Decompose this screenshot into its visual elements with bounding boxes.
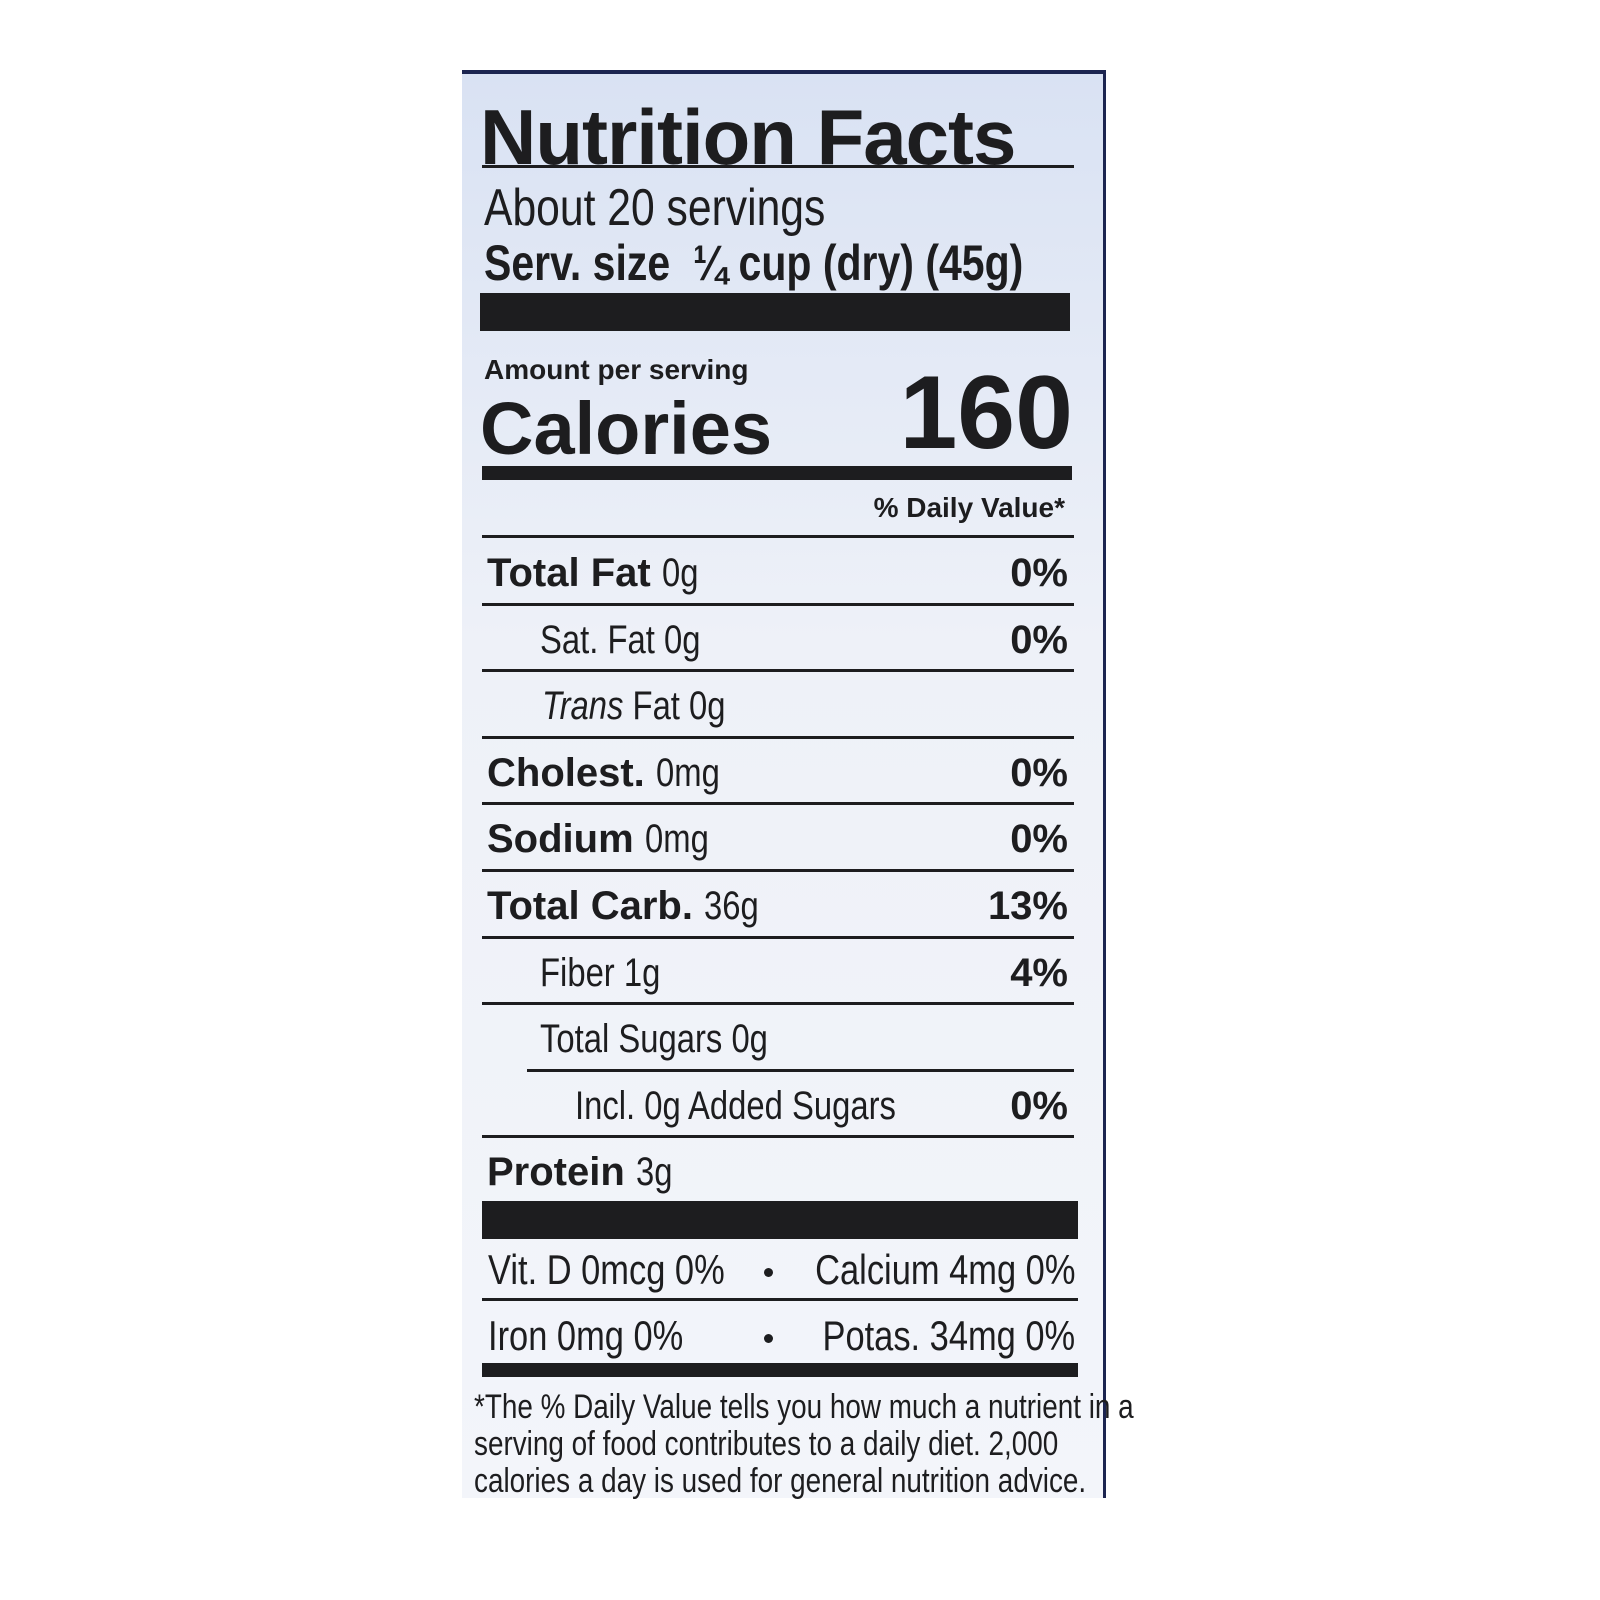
nutrient-amount: 0g [661,551,699,595]
row-rule [482,935,1074,939]
daily-value-header: % Daily Value* [873,492,1065,523]
nutrient-text: Sat. Fat 0g [540,618,700,663]
nutrient-text: Incl. 0g Added Sugars [575,1084,896,1129]
nutrient-row: Trans Fat 0g [462,672,1106,739]
nutrient-amount: 0g [663,617,701,662]
calories-label: Calories [480,387,773,470]
nutrient-name: Total Fat [487,551,651,595]
bullet [764,1268,773,1277]
nutrient-text: Fiber 1g [540,951,660,996]
footnote-line: *The % Daily Value tells you how much a … [474,1388,1134,1426]
nutrient-row: Sat. Fat 0g 0% [462,606,1106,673]
thick-rule [482,466,1072,480]
thick-bar [480,293,1070,331]
nutrient-amount: Fat 0g [632,684,726,729]
nutrient-amount: 36g [704,884,759,928]
nutrient-name: Incl. 0g Added Sugars [575,1083,896,1128]
daily-value: 0% [1010,750,1068,795]
row-rule [482,669,1074,673]
nutrition-label: Nutrition Facts About 20 servings Serv. … [462,70,1134,1500]
thick-rule [482,1363,1078,1377]
rule [482,165,1074,168]
nutrient-amount: 0mg [644,817,709,862]
nutrient-name: Sodium [487,817,634,862]
nutrient-name: Trans [542,684,624,729]
nutrient-row: Total Sugars 0g [462,1005,1106,1072]
nutrient-row: Sodium 0mg 0% [462,805,1106,872]
daily-value: 0% [1010,817,1068,862]
serving-size: Serv. size ¼ cup (dry) (45g) [484,234,1023,292]
daily-value: 4% [1010,950,1068,995]
daily-value: 0% [1010,551,1068,595]
nutrient-text: Protein 3g [487,1150,680,1195]
nutrient-text: Total Sugars 0g [540,1017,768,1062]
serving-size-label: Serv. size [484,235,671,291]
nutrient-row: Incl. 0g Added Sugars 0% [462,1072,1106,1139]
nutrient-text: Sodium 0mg [487,817,723,862]
bullet [764,1334,773,1343]
vitamin: Iron 0mg 0% [488,1312,684,1359]
rule [482,535,1074,538]
row-rule [482,602,1074,606]
row-rule [482,1002,1074,1006]
row-rule [482,735,1074,739]
vitamin: Vit. D 0mcg 0% [488,1246,725,1293]
nutrient-amount: 0g [731,1017,768,1062]
row-rule [527,1068,1074,1072]
daily-value: 0% [1010,617,1068,662]
nutrient-row: Total Carb. 36g 13% [462,872,1106,939]
nutrient-name: Total Sugars [540,1017,723,1062]
row-rule [482,868,1074,872]
nutrient-row: Protein 3g [462,1138,1106,1204]
nutrient-row: Total Fat 0g 0% [462,539,1106,606]
nutrient-text: Total Carb. 36g [487,884,771,929]
title: Nutrition Facts [480,93,1016,181]
amount-per-serving: Amount per serving [484,354,749,385]
nutrient-text: Cholest. 0mg [487,751,734,796]
nutrient-amount: 3g [635,1150,673,1195]
nutrient-amount: 0mg [655,750,720,795]
daily-value: 0% [1010,1083,1068,1128]
vitamin: Potas. 34mg 0% [822,1312,1075,1359]
servings: About 20 servings [484,179,826,237]
nutrient-text: Trans Fat 0g [542,684,726,729]
calories-value: 160 [899,355,1073,471]
nutrient-name: Total Carb. [487,884,693,928]
thick-bar [482,1201,1078,1239]
footnote-line: serving of food contributes to a daily d… [474,1425,1059,1463]
row-rule [482,1135,1074,1139]
nutrient-name: Sat. Fat [540,617,655,662]
nutrient-row: Cholest. 0mg 0% [462,739,1106,806]
vitamin: Calcium 4mg 0% [814,1246,1075,1293]
nutrient-name: Protein [487,1150,625,1195]
nutrient-amount: 1g [623,950,661,995]
rule [482,1298,1078,1301]
nutrient-text: Total Fat 0g [487,551,706,596]
row-rule [482,802,1074,806]
daily-value: 13% [987,884,1068,928]
nutrient-name: Fiber [540,950,615,995]
footnote-line: calories a day is used for general nutri… [474,1462,1087,1500]
nutrient-name: Cholest. [487,750,645,795]
serving-size-value: ¼ cup (dry) (45g) [692,235,1024,291]
nutrient-row: Fiber 1g 4% [462,939,1106,1006]
